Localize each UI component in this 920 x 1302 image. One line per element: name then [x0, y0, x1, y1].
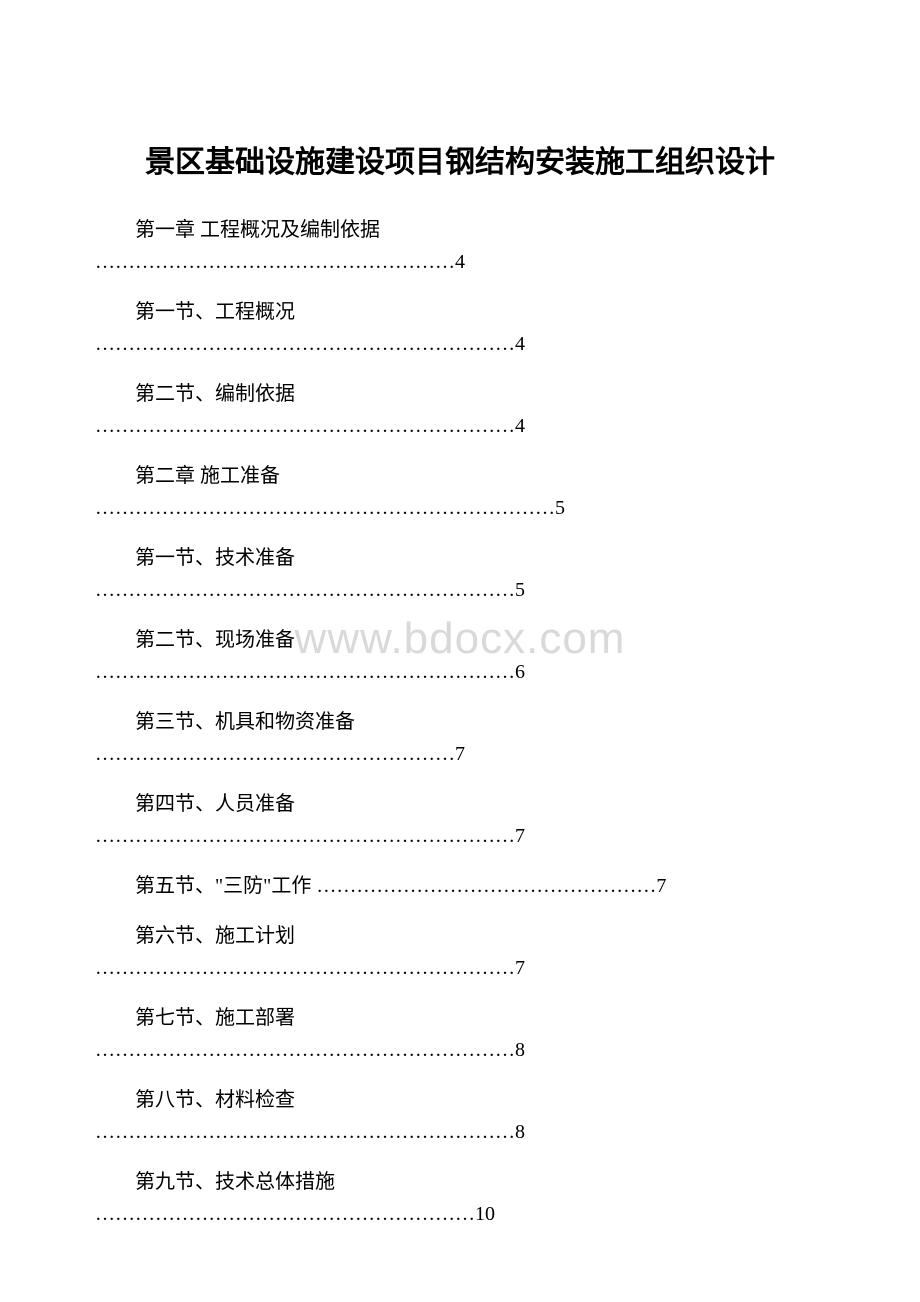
- toc-leader: ………………………………………………………4: [95, 329, 825, 359]
- toc-leader: …………………………………………………10: [95, 1199, 825, 1229]
- toc-leader: ………………………………………………7: [95, 739, 825, 769]
- toc-entry: 第二节、现场准备 ………………………………………………………6: [95, 625, 825, 687]
- toc-label: 第一节、工程概况: [95, 297, 825, 327]
- page-content: 景区基础设施建设项目钢结构安装施工组织设计 第一章 工程概况及编制依据 ……………: [95, 140, 825, 1229]
- toc-leader: ………………………………………………………4: [95, 411, 825, 441]
- toc-label: 第三节、机具和物资准备: [95, 707, 825, 737]
- toc-leader: ………………………………………………………7: [95, 953, 825, 983]
- toc-label: 第二节、现场准备: [95, 625, 825, 655]
- toc-leader: ………………………………………………………8: [95, 1117, 825, 1147]
- toc-entry: 第四节、人员准备 ………………………………………………………7: [95, 789, 825, 851]
- toc-leader: ………………………………………………………5: [95, 575, 825, 605]
- toc-label: 第一章 工程概况及编制依据: [95, 215, 825, 245]
- toc-leader: ……………………………………………………………5: [95, 493, 825, 523]
- toc-label: 第七节、施工部署: [95, 1003, 825, 1033]
- toc-entry: 第二章 施工准备 ……………………………………………………………5: [95, 461, 825, 523]
- toc-leader: ………………………………………………………7: [95, 821, 825, 851]
- toc-label: 第九节、技术总体措施: [95, 1167, 825, 1197]
- toc-label: 第八节、材料检查: [95, 1085, 825, 1115]
- toc-label-inline: 第五节、"三防"工作 ……………………………………………7: [95, 871, 825, 901]
- toc-entry: 第九节、技术总体措施 …………………………………………………10: [95, 1167, 825, 1229]
- toc-leader: ………………………………………………………6: [95, 657, 825, 687]
- toc-entry: 第六节、施工计划 ………………………………………………………7: [95, 921, 825, 983]
- toc-label: 第二章 施工准备: [95, 461, 825, 491]
- toc-entry: 第七节、施工部署 ………………………………………………………8: [95, 1003, 825, 1065]
- toc-entry: 第一节、工程概况 ………………………………………………………4: [95, 297, 825, 359]
- toc-entry: 第二节、编制依据 ………………………………………………………4: [95, 379, 825, 441]
- document-title: 景区基础设施建设项目钢结构安装施工组织设计: [95, 140, 825, 185]
- toc-entry: 第八节、材料检查 ………………………………………………………8: [95, 1085, 825, 1147]
- toc-entry: 第三节、机具和物资准备 ………………………………………………7: [95, 707, 825, 769]
- toc-leader: ………………………………………………………8: [95, 1035, 825, 1065]
- toc-label: 第四节、人员准备: [95, 789, 825, 819]
- toc-entry: 第五节、"三防"工作 ……………………………………………7: [95, 871, 825, 901]
- toc-label: 第二节、编制依据: [95, 379, 825, 409]
- toc-entry: 第一章 工程概况及编制依据 ………………………………………………4: [95, 215, 825, 277]
- toc-label: 第六节、施工计划: [95, 921, 825, 951]
- toc-label: 第一节、技术准备: [95, 543, 825, 573]
- toc-leader: ………………………………………………4: [95, 247, 825, 277]
- toc-entry: 第一节、技术准备 ………………………………………………………5: [95, 543, 825, 605]
